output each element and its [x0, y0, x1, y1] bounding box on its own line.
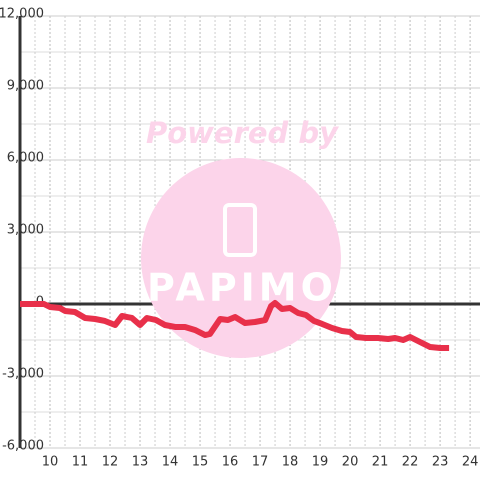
x-tick-label: 24 — [462, 455, 479, 470]
y-tick-label: -6,000 — [2, 439, 44, 454]
y-tick-label: 12,000 — [0, 7, 44, 22]
x-tick-label: 11 — [72, 455, 89, 470]
x-tick-label: 12 — [102, 455, 119, 470]
x-tick-label: 19 — [312, 455, 329, 470]
y-tick-label: 3,000 — [7, 223, 44, 238]
y-tick-label: 9,000 — [7, 79, 44, 94]
x-tick-label: 10 — [42, 455, 59, 470]
x-tick-label: 16 — [222, 455, 239, 470]
watermark-text: Powered by — [146, 116, 339, 150]
x-tick-label: 18 — [282, 455, 299, 470]
x-tick-label: 17 — [252, 455, 269, 470]
watermark-text: PAPIMO — [147, 266, 337, 310]
watermark-icon — [223, 203, 257, 257]
x-tick-label: 23 — [432, 455, 449, 470]
x-tick-label: 20 — [342, 455, 359, 470]
x-tick-label: 14 — [162, 455, 179, 470]
x-tick-label: 13 — [132, 455, 149, 470]
x-tick-label: 15 — [192, 455, 209, 470]
y-tick-label: 6,000 — [7, 151, 44, 166]
y-tick-label: -3,000 — [2, 367, 44, 382]
x-tick-label: 22 — [402, 455, 419, 470]
data-line — [20, 299, 450, 351]
x-tick-label: 21 — [372, 455, 389, 470]
